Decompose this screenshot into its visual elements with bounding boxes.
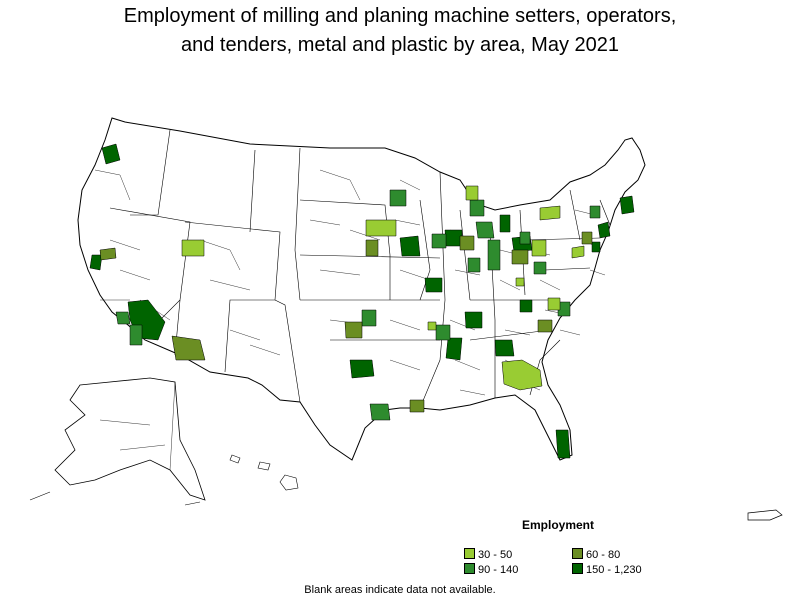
- areas-30-50: [181, 185, 585, 391]
- footnote: Blank areas indicate data not available.: [304, 584, 496, 596]
- hawaii-islands: [229, 454, 299, 491]
- title-line-2: and tenders, metal and plastic by area, …: [180, 34, 620, 56]
- alaska-area-boundaries: [99, 381, 176, 471]
- title-line-1: Employment of milling and planing machin…: [123, 5, 677, 27]
- legend: Employment 30 - 50 60 - 80 90 - 140 150 …: [462, 518, 682, 580]
- legend-item-150-1230: 150 - 1,230: [572, 563, 642, 577]
- legend-swatch-150-1230: [572, 563, 583, 574]
- alaska-outline: [54, 377, 206, 501]
- alaska-islands: [29, 491, 201, 506]
- legend-item-90-140: 90 - 140: [464, 563, 518, 577]
- areas-90-140: [115, 189, 601, 421]
- puerto-rico-outline: [747, 509, 783, 521]
- legend-item-60-80: 60 - 80: [572, 548, 620, 562]
- areas-150-1230: [89, 143, 635, 459]
- legend-item-30-50: 30 - 50: [464, 548, 512, 562]
- legend-label-150-1230: 150 - 1,230: [586, 564, 642, 576]
- legend-swatch-90-140: [464, 563, 475, 574]
- legend-label-60-80: 60 - 80: [586, 549, 621, 561]
- legend-title: Employment: [522, 518, 595, 532]
- legend-label-90-140: 90 - 140: [478, 564, 519, 576]
- map-title: Employment of milling and planing machin…: [0, 2, 800, 60]
- areas-60-80: [99, 231, 593, 413]
- legend-label-30-50: 30 - 50: [478, 549, 513, 561]
- legend-swatch-30-50: [464, 548, 475, 559]
- legend-swatch-60-80: [572, 548, 583, 559]
